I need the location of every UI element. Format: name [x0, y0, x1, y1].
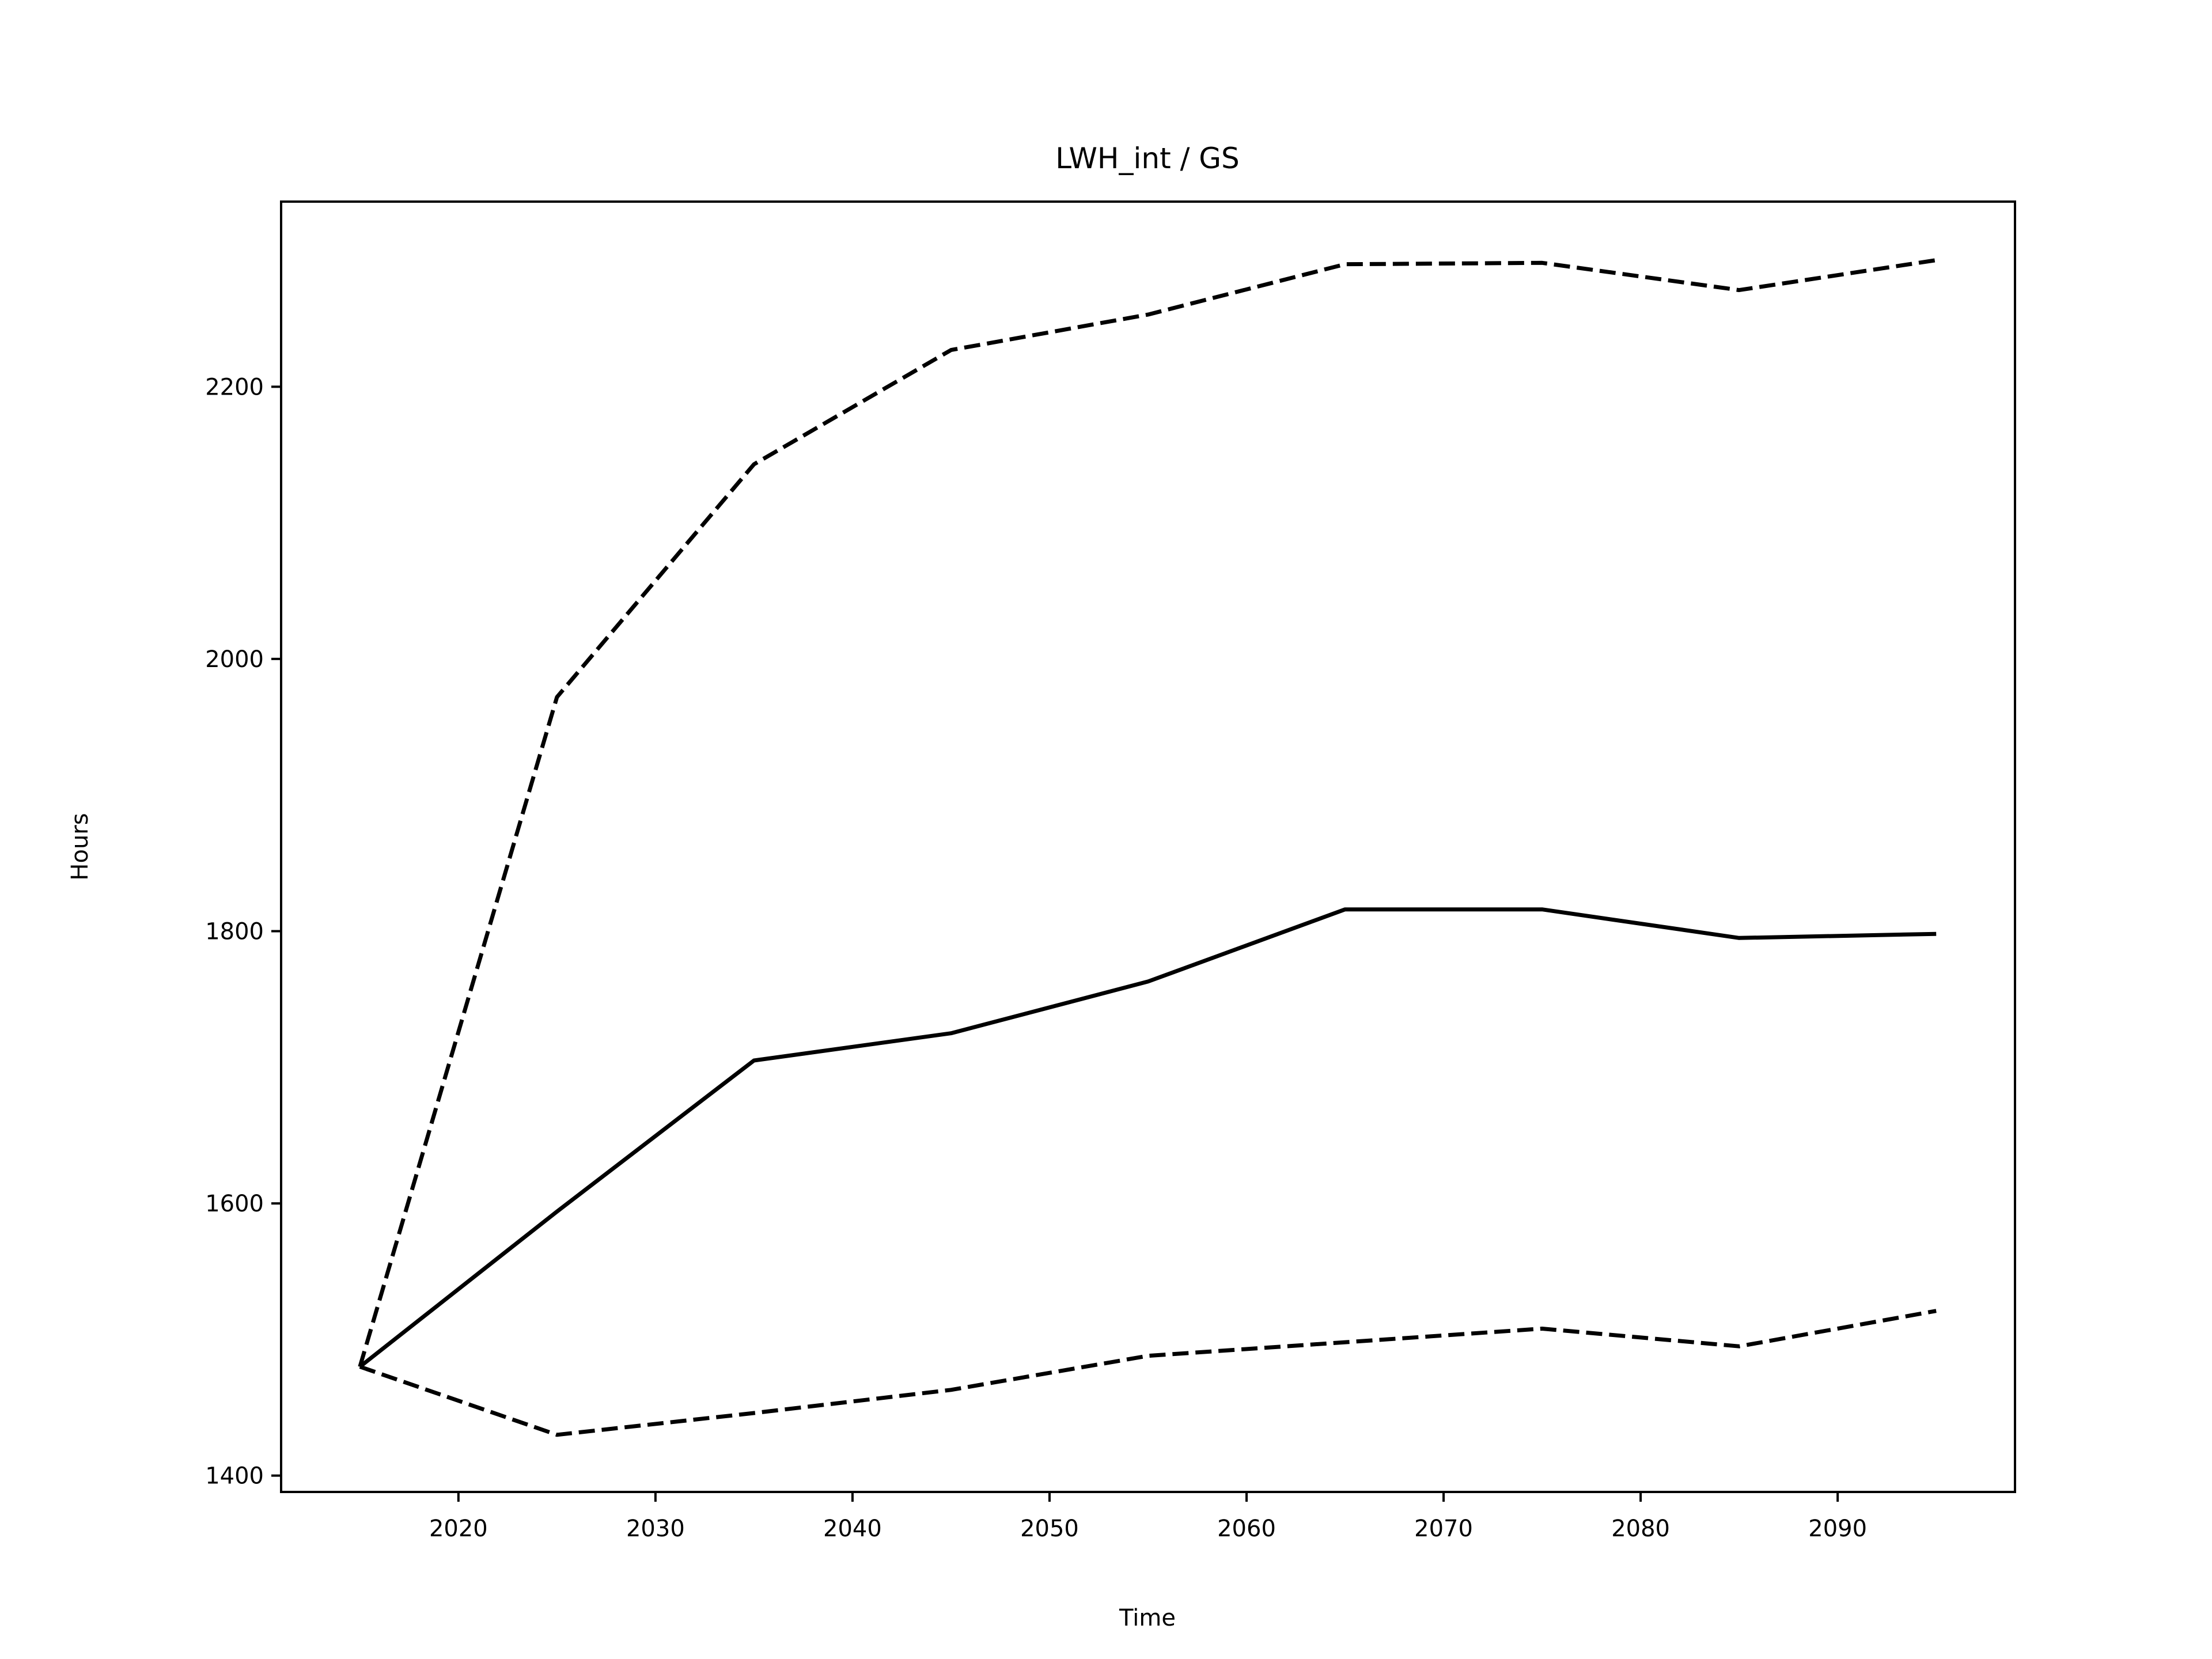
y-tick-label: 2000 — [205, 646, 264, 673]
x-tick-label: 2030 — [626, 1516, 685, 1542]
y-tick-label: 1400 — [205, 1463, 264, 1490]
x-tick-label: 2060 — [1217, 1516, 1276, 1542]
x-axis-label: Time — [1119, 1605, 1176, 1631]
y-tick-label: 1800 — [205, 918, 264, 945]
x-tick-label: 2040 — [823, 1516, 882, 1542]
x-tick-label: 2090 — [1808, 1516, 1867, 1542]
x-tick-label: 2080 — [1611, 1516, 1670, 1542]
y-tick-label: 2200 — [205, 374, 264, 400]
y-axis: 1400 1600 1800 2000 2200 — [205, 374, 281, 1490]
plot-frame — [280, 200, 2016, 1493]
x-tick-label: 2020 — [429, 1516, 488, 1542]
x-tick-label: 2070 — [1414, 1516, 1473, 1542]
y-axis-label: Hours — [67, 813, 93, 880]
x-tick-label: 2050 — [1020, 1516, 1079, 1542]
x-axis: 2020 2030 2040 2050 2060 2070 2080 2090 — [429, 1492, 1867, 1542]
series-line-1 — [358, 258, 1937, 1368]
series-layer — [358, 258, 1937, 1437]
chart-title: LWH_int / GS — [1055, 142, 1240, 175]
y-tick-label: 1600 — [205, 1191, 264, 1217]
series-line-2 — [358, 907, 1937, 1369]
